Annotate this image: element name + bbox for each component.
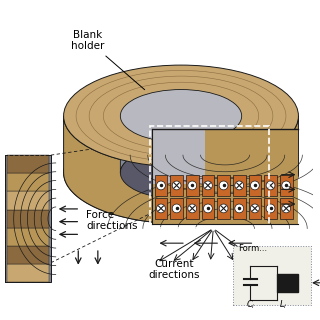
Bar: [233, 175, 245, 196]
Bar: [280, 175, 292, 196]
Polygon shape: [120, 90, 242, 173]
Bar: [150, 126, 269, 228]
Bar: [186, 198, 199, 219]
Circle shape: [172, 204, 181, 213]
Circle shape: [204, 204, 212, 213]
Bar: [217, 198, 230, 219]
Circle shape: [188, 204, 197, 213]
Circle shape: [251, 181, 259, 190]
Bar: [7, 228, 49, 246]
Bar: [249, 198, 261, 219]
Bar: [155, 198, 167, 219]
Circle shape: [235, 181, 244, 190]
Bar: [7, 155, 49, 173]
Text: Force
directions: Force directions: [86, 210, 138, 231]
Text: $C_i$: $C_i$: [245, 299, 255, 311]
Circle shape: [235, 204, 244, 213]
Bar: [7, 173, 49, 191]
Bar: [7, 264, 49, 282]
Circle shape: [266, 181, 275, 190]
Bar: [233, 198, 245, 219]
Circle shape: [251, 204, 259, 213]
Bar: [7, 210, 49, 228]
Circle shape: [282, 181, 291, 190]
Bar: [155, 175, 167, 196]
Bar: [7, 246, 49, 264]
Ellipse shape: [120, 146, 242, 199]
Bar: [202, 198, 214, 219]
Circle shape: [188, 181, 197, 190]
Ellipse shape: [120, 90, 242, 142]
Text: Form...: Form...: [238, 244, 267, 253]
Bar: [233, 246, 311, 305]
Ellipse shape: [64, 122, 299, 224]
Circle shape: [219, 181, 228, 190]
Bar: [5, 155, 51, 282]
Bar: [5, 155, 51, 282]
Bar: [170, 198, 183, 219]
Circle shape: [219, 204, 228, 213]
Bar: [280, 198, 292, 219]
Bar: [202, 175, 214, 196]
Bar: [264, 198, 277, 219]
Bar: [264, 175, 277, 196]
Ellipse shape: [64, 65, 299, 167]
Text: Current
directions: Current directions: [148, 259, 200, 280]
Circle shape: [204, 181, 212, 190]
Bar: [152, 129, 205, 184]
Polygon shape: [64, 116, 299, 224]
Circle shape: [172, 181, 181, 190]
Text: $L_i$: $L_i$: [279, 299, 287, 311]
Bar: [277, 274, 299, 292]
Bar: [152, 129, 299, 224]
Circle shape: [156, 204, 165, 213]
Bar: [7, 191, 49, 210]
Circle shape: [282, 204, 291, 213]
Circle shape: [156, 181, 165, 190]
Text: Blank
holder: Blank holder: [71, 30, 145, 90]
Circle shape: [266, 204, 275, 213]
Bar: [170, 175, 183, 196]
Bar: [217, 175, 230, 196]
Bar: [249, 175, 261, 196]
Bar: [186, 175, 199, 196]
